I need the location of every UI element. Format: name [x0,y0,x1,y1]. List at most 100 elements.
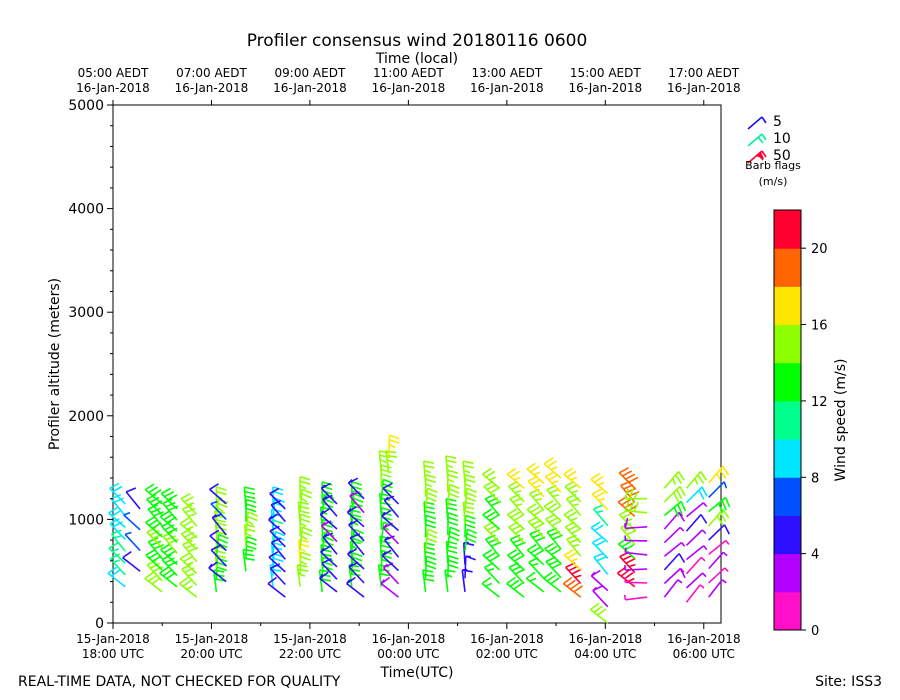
colorbar-segment [774,324,801,364]
wind-barb [387,434,400,458]
wind-barb [445,455,457,479]
wind-barb [663,553,686,571]
x-tick-time: 06:00 UTC [673,647,735,661]
wind-barb [708,539,730,556]
wind-barb [161,520,178,543]
wind-barb [181,504,198,527]
wind-barb [589,602,609,624]
wind-barb [447,526,461,550]
wind-barb [146,493,163,516]
wind-barb [346,506,365,528]
barb-legend-label: 5 [773,114,782,130]
wind-barb [593,552,609,575]
barb-legend-title: Barb flags [745,159,801,172]
wind-barb [319,571,338,593]
colorbar-tick-label: 12 [811,395,828,410]
y-tick-label: 2000 [68,409,104,425]
y-tick-label: 5000 [68,98,104,114]
wind-barb [124,531,141,552]
x-tick-date: 15-Jan-2018 [175,632,249,646]
wind-barb [663,511,686,530]
y-axis-label: Profiler altitude (meters) [47,278,63,450]
top-tick-time: 05:00 AEDT [78,66,149,80]
wind-barb [210,500,227,520]
wind-barb [299,488,312,512]
wind-barb [543,457,562,479]
wind-barb [447,483,460,507]
barb-legend-entry: 10 [747,131,791,147]
wind-barb [685,545,708,561]
top-tick-time: 09:00 AEDT [275,66,346,80]
wind-barb [208,561,227,583]
barb-legend-entry: 5 [747,114,782,130]
wind-barb [270,537,286,560]
wind-barb [526,543,545,566]
wind-barb [180,492,198,515]
x-tick-date: 15-Jan-2018 [273,632,347,646]
wind-barb [108,506,126,529]
wind-barb [161,554,178,577]
quality-note: REAL-TIME DATA, NOT CHECKED FOR QUALITY [18,674,341,690]
wind-barb [381,509,400,532]
wind-barb [685,470,708,489]
top-tick-date: 16-Jan-2018 [175,81,249,95]
wind-barb [624,517,648,530]
top-tick-time: 13:00 AEDT [471,66,542,80]
barb-legend-label: 50 [773,148,791,164]
wind-barb [268,513,286,535]
wind-barb [482,508,501,530]
wind-barb [708,524,731,541]
wind-barb [347,548,365,570]
wind-barb [624,577,648,584]
wind-barb [243,486,256,510]
wind-barb [299,551,311,575]
top-tick-date: 16-Jan-2018 [470,81,544,95]
x-tick-time: 02:00 UTC [476,647,538,661]
wind-barb [708,551,728,570]
wind-barb [423,501,436,524]
wind-barb [382,482,400,505]
wind-barb [623,594,648,601]
colorbar-tick-label: 20 [811,242,828,257]
wind-barb [592,585,609,608]
top-tick-time: 15:00 AEDT [570,66,641,80]
x-axis-label: Time(UTC) [380,665,454,681]
x-tick-date: 16-Jan-2018 [372,632,446,646]
y-tick-label: 1000 [68,512,104,528]
y-tick-label: 4000 [68,202,104,218]
wind-barb [108,542,126,564]
colorbar-segment [774,248,801,287]
wind-barb [181,563,198,586]
wind-barb [708,465,730,484]
wind-barb [685,513,708,532]
wind-barb [110,529,126,552]
wind-barb [125,487,141,510]
wind-barb [508,521,525,544]
wind-barb [122,550,141,572]
colorbar-segment [774,400,801,440]
wind-barb [159,566,178,588]
wind-barb [347,477,365,500]
wind-barbs [107,434,731,624]
barb-legend-units: (m/s) [759,175,788,188]
colorbar-segment [774,439,801,478]
colorbar-segment [774,286,801,326]
top-tick-time: 07:00 AEDT [176,66,247,80]
barb-legend-label: 10 [773,131,791,147]
x-tick-date: 16-Jan-2018 [667,632,741,646]
top-tick-date: 16-Jan-2018 [568,81,642,95]
top-tick-date: 16-Jan-2018 [372,81,446,95]
wind-barb [563,467,582,489]
x-tick-time: 04:00 UTC [574,647,636,661]
wind-barb [708,567,729,584]
wind-barb [179,552,198,574]
wind-barb [590,472,609,495]
wind-barb [525,571,545,593]
wind-barb [708,508,730,527]
wind-barb [444,569,456,592]
wind-barb [624,565,648,571]
wind-barb [146,559,164,582]
wind-barb [591,488,609,511]
y-tick-label: 0 [95,616,104,632]
x-tick-time: 00:00 UTC [377,647,439,661]
